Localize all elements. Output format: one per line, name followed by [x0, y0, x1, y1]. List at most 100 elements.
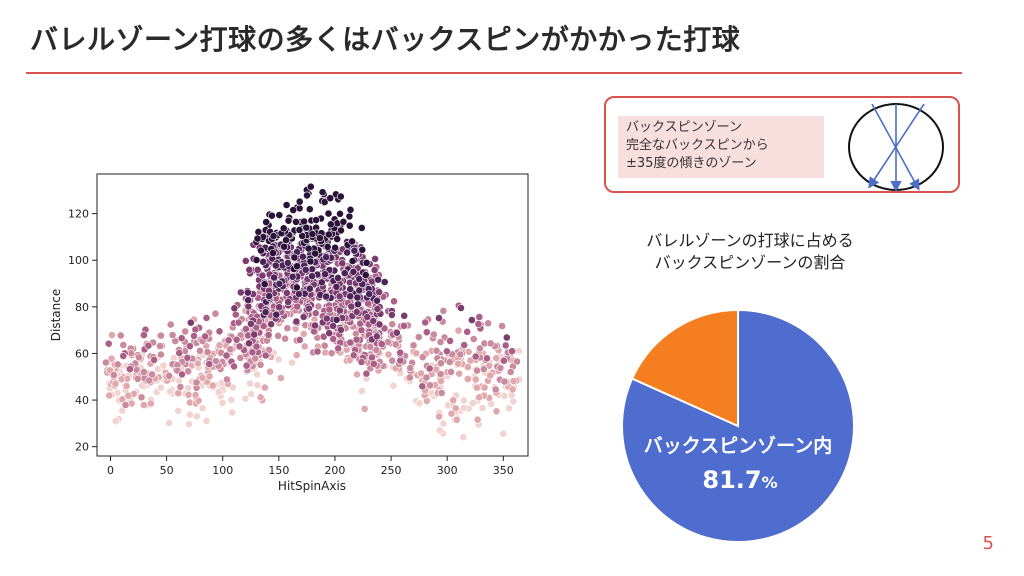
- scatter-point: [243, 288, 252, 297]
- scatter-point: [472, 383, 481, 392]
- scatter-point: [467, 316, 476, 324]
- scatter-point: [124, 391, 133, 400]
- scatter-point: [323, 242, 332, 251]
- scatter-point: [486, 371, 494, 380]
- scatter-point: [451, 404, 460, 413]
- scatter-point: [373, 296, 381, 305]
- scatter-point: [339, 217, 348, 226]
- scatter-point: [354, 300, 362, 309]
- scatter-point: [445, 358, 454, 366]
- scatter-point: [459, 396, 468, 405]
- scatter-point: [409, 341, 418, 350]
- scatter-point: [289, 206, 298, 214]
- scatter-point: [253, 234, 262, 243]
- scatter-point: [264, 330, 273, 339]
- scatter-point: [355, 286, 364, 295]
- scatter-point: [447, 367, 455, 376]
- scatter-point: [352, 335, 361, 344]
- scatter-point: [349, 267, 358, 276]
- scatter-point: [463, 363, 472, 371]
- scatter-point: [343, 248, 351, 257]
- pie-chart-svg: バックスピンゾーン内 81.7%: [621, 308, 855, 543]
- scatter-point: [306, 182, 315, 191]
- scatter-point: [436, 359, 445, 368]
- scatter-point: [281, 334, 289, 343]
- scatter-point: [295, 335, 304, 344]
- scatter-point: [150, 355, 158, 364]
- scatter-point: [299, 329, 308, 338]
- scatter-point: [166, 320, 175, 329]
- callout-line-1: バックスピンゾーン: [626, 120, 742, 135]
- scatter-point: [242, 361, 251, 370]
- scatter-point: [208, 381, 217, 390]
- scatter-point: [325, 305, 334, 314]
- scatter-point: [346, 205, 355, 214]
- scatter-point: [480, 383, 489, 392]
- scatter-point: [214, 388, 223, 396]
- scatter-point: [463, 375, 472, 383]
- pie-title-line-2: バックスピンゾーンの割合: [654, 253, 846, 272]
- scatter-point: [198, 404, 207, 413]
- scatter-point: [282, 201, 291, 209]
- scatter-point: [369, 316, 378, 325]
- scatter-point: [369, 359, 378, 368]
- scatter-point: [439, 306, 448, 315]
- scatter-point: [266, 367, 274, 376]
- scatter-point: [373, 305, 382, 313]
- scatter-point: [370, 266, 379, 274]
- scatter-point: [362, 258, 371, 267]
- scatter-point: [165, 371, 174, 380]
- scatter-point: [270, 273, 278, 282]
- scatter-point: [362, 369, 371, 378]
- scatter-point: [327, 349, 336, 358]
- scatter-point: [181, 327, 190, 336]
- scatter-point: [435, 426, 444, 435]
- pie-slice-other: [630, 308, 739, 428]
- scatter-point: [357, 224, 366, 232]
- scatter-point: [302, 223, 311, 232]
- scatter-point: [102, 358, 110, 367]
- scatter-point: [305, 284, 314, 293]
- tilt-plus-arrow: [871, 103, 920, 191]
- scatter-point: [347, 302, 356, 311]
- scatter-point: [372, 346, 381, 354]
- scatter-point: [126, 365, 134, 374]
- scatter-point: [332, 282, 341, 291]
- scatter-point: [361, 271, 370, 279]
- scatter-point: [317, 278, 326, 287]
- scatter-point: [475, 344, 484, 353]
- scatter-point: [492, 407, 501, 416]
- scatter-point: [452, 415, 461, 424]
- scatter-point: [185, 342, 194, 351]
- scatter-point: [294, 290, 303, 298]
- scatter-point: [375, 288, 383, 296]
- scatter-point: [508, 347, 516, 356]
- backspin-zone-callout: バックスピンゾーン 完全なバックスピンから ±35度の傾きのゾーン: [604, 96, 960, 193]
- scatter-point: [230, 304, 239, 313]
- scatter-point: [346, 285, 355, 294]
- scatter-point: [384, 350, 393, 359]
- scatter-point: [389, 381, 398, 390]
- scatter-point: [153, 365, 162, 374]
- scatter-point: [119, 341, 128, 349]
- scatter-point: [235, 342, 244, 351]
- scatter-point: [345, 221, 354, 230]
- scatter-point: [348, 237, 356, 246]
- scatter-point: [108, 331, 116, 339]
- scatter-point: [191, 390, 200, 399]
- scatter-point: [184, 420, 193, 429]
- scatter-point: [262, 218, 271, 226]
- scatter-point: [434, 314, 443, 322]
- scatter-point: [119, 352, 128, 360]
- scatter-point: [499, 356, 508, 365]
- scatter-point: [248, 348, 257, 357]
- scatter-point: [320, 341, 329, 350]
- scatter-point: [272, 310, 281, 319]
- scatter-point: [463, 327, 472, 336]
- scatter-point: [157, 331, 165, 340]
- scatter-point: [259, 257, 267, 266]
- scatter-point: [184, 367, 193, 376]
- scatter-point: [104, 339, 113, 348]
- x-tick-label: 150: [268, 464, 289, 477]
- scatter-point: [166, 387, 175, 396]
